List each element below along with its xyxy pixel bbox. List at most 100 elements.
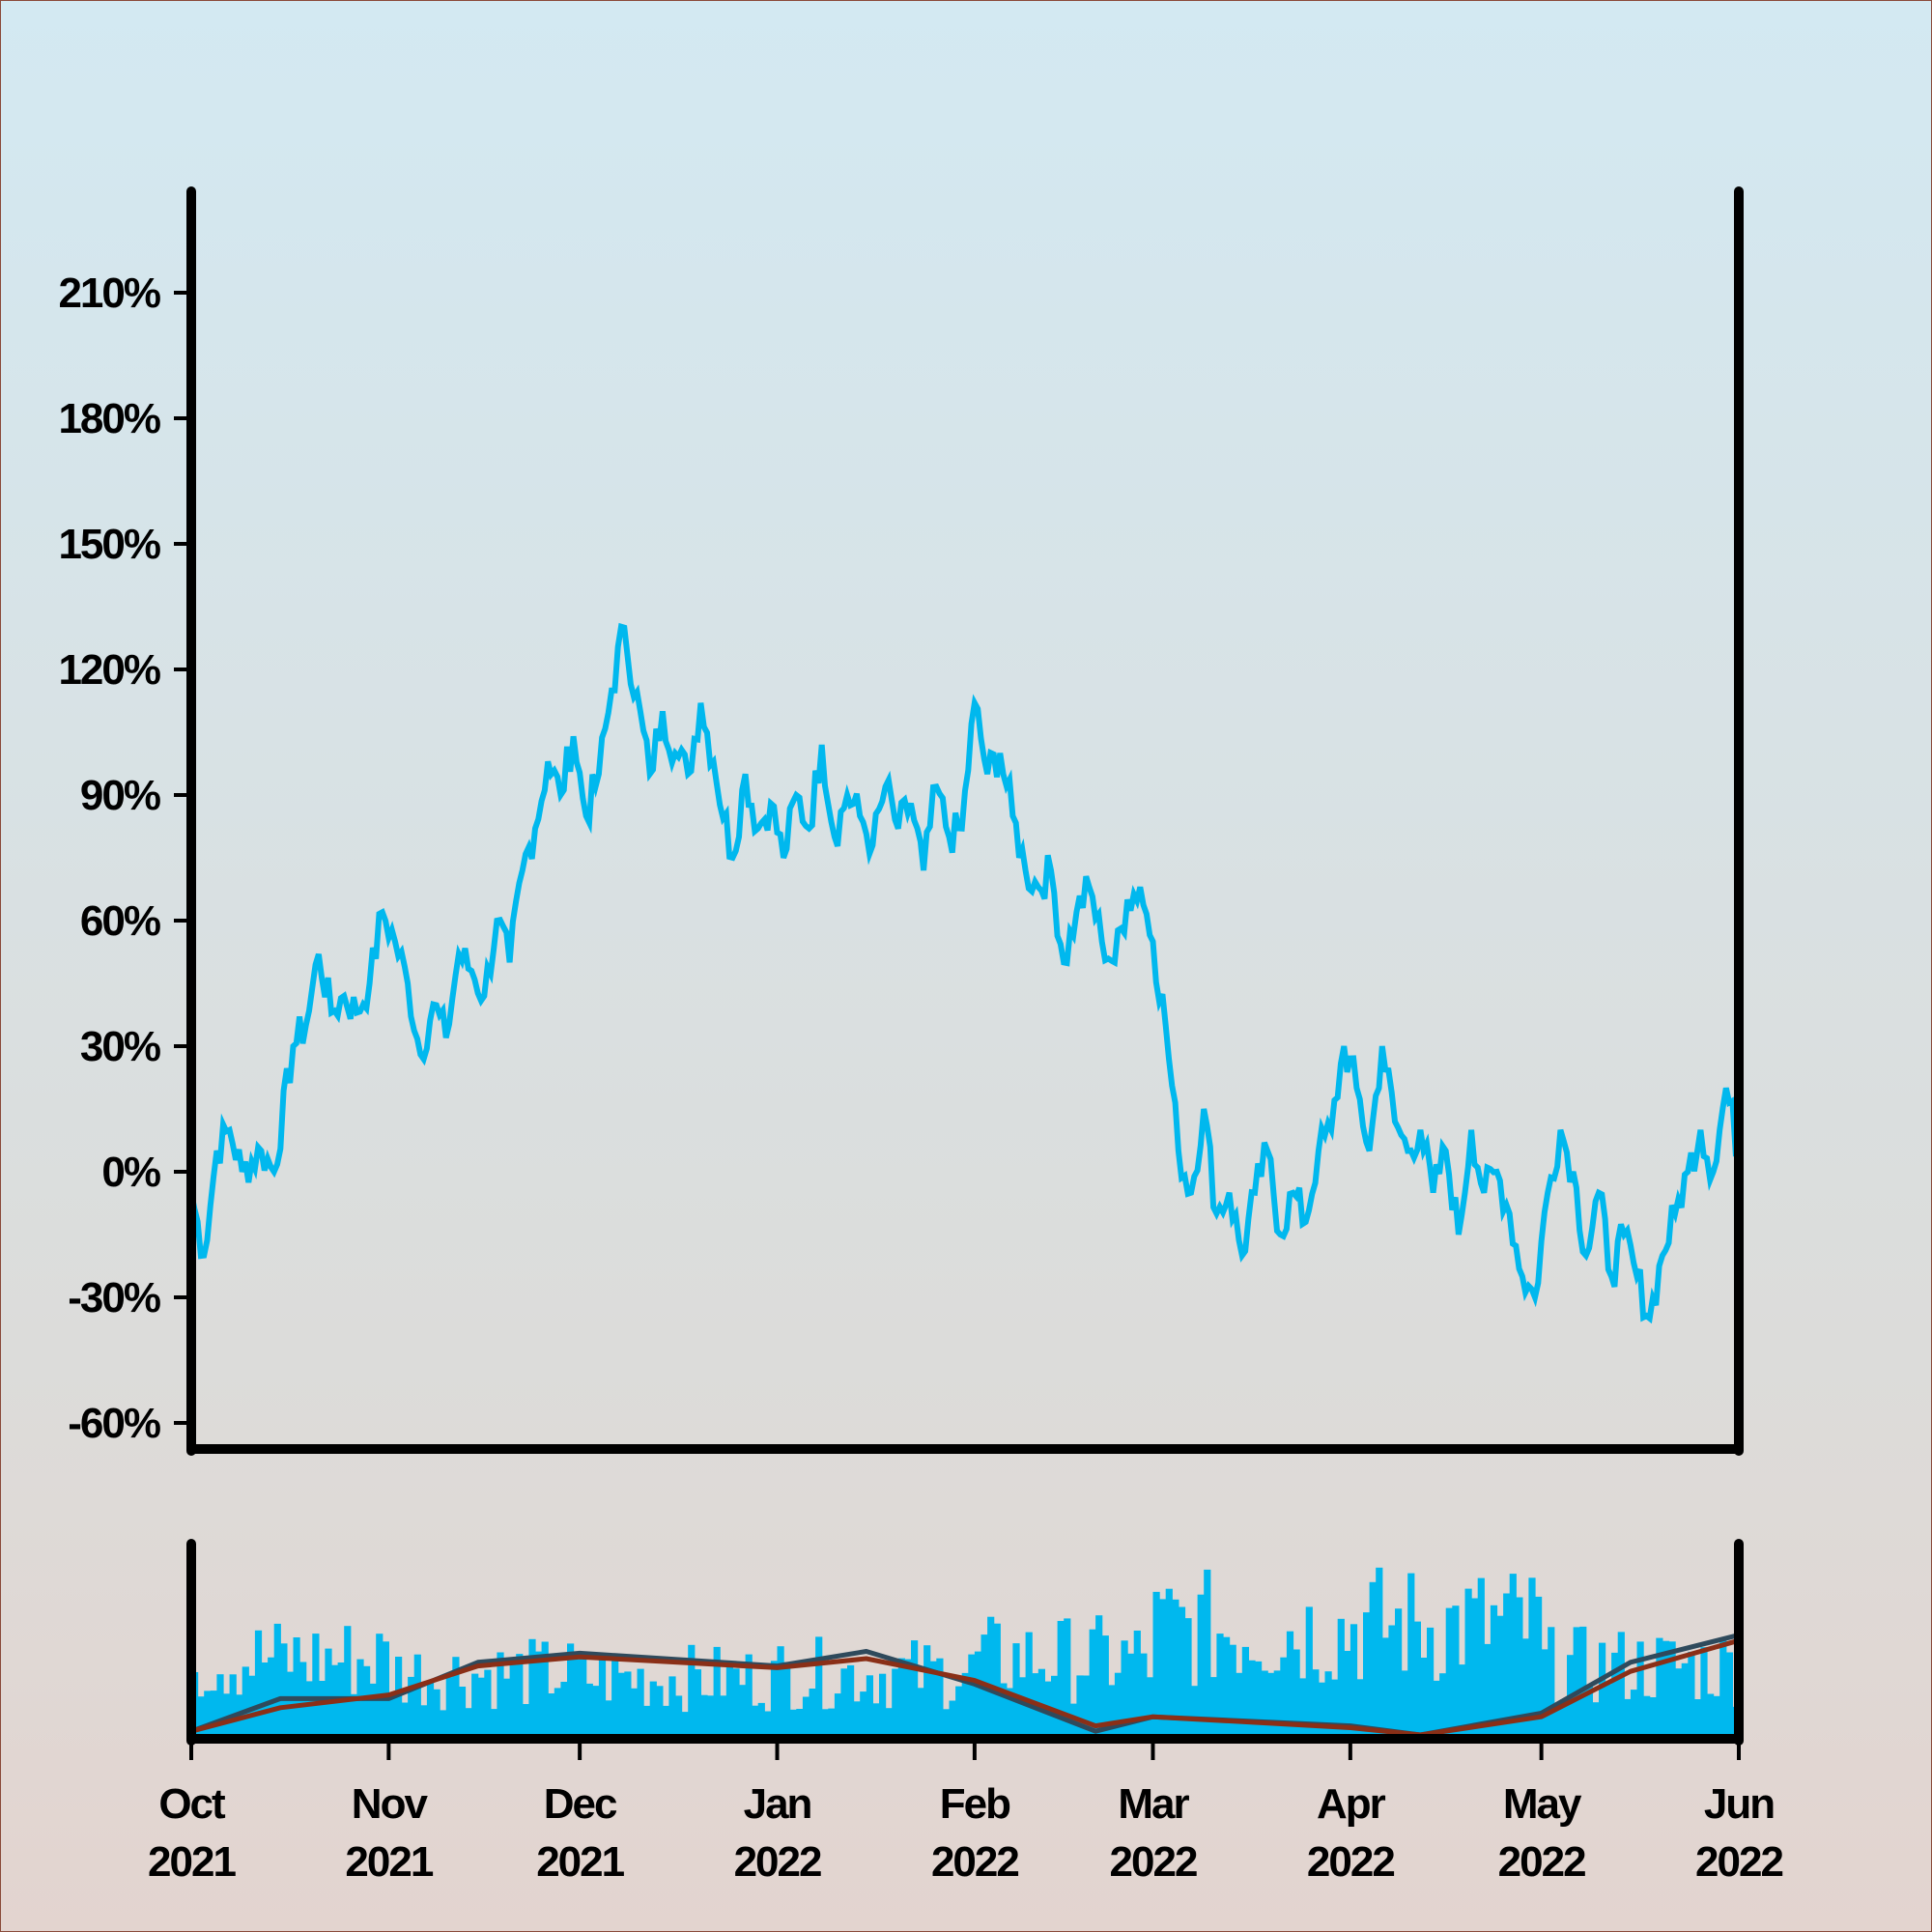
volume-bar — [580, 1652, 587, 1739]
volume-bar — [1273, 1670, 1281, 1739]
volume-bar — [1548, 1627, 1555, 1739]
volume-bar — [305, 1681, 313, 1739]
volume-bar — [1471, 1598, 1479, 1739]
volume-bar — [770, 1661, 779, 1739]
volume-bar — [1012, 1643, 1020, 1739]
volume-bar — [1369, 1581, 1377, 1739]
volume-bar — [1413, 1621, 1421, 1739]
volume-bar — [465, 1708, 472, 1739]
y-tick-label: -60% — [68, 1400, 160, 1447]
x-tick-month: Jun — [1704, 1780, 1774, 1828]
x-tick-year: 2021 — [345, 1838, 433, 1886]
volume-bar — [1337, 1618, 1345, 1739]
volume-bar — [1636, 1641, 1644, 1739]
volume-bar — [649, 1681, 657, 1739]
volume-bar — [1401, 1670, 1408, 1739]
volume-bar — [993, 1623, 1001, 1739]
volume-ma-long-line — [190, 1637, 1740, 1738]
volume-bar — [725, 1662, 733, 1739]
volume-bar — [1675, 1668, 1683, 1739]
x-tick-year: 2022 — [1110, 1838, 1197, 1886]
y-tick-label: 210% — [58, 270, 159, 317]
volume-bar — [739, 1685, 747, 1739]
main-panel: -60% -30% 0% 30% 60% 90% 120% 150% 180% 210% — [58, 186, 1744, 1456]
volume-bar — [942, 1709, 951, 1739]
volume-bar — [720, 1695, 727, 1739]
volume-bar — [1662, 1640, 1670, 1739]
volume-bar — [268, 1657, 275, 1739]
volume-bar — [1165, 1588, 1173, 1739]
volume-bar — [210, 1690, 217, 1739]
volume-bar — [216, 1674, 224, 1739]
volume-bar — [911, 1640, 919, 1739]
y-tick-label: 30% — [80, 1023, 160, 1070]
volume-bar — [1204, 1569, 1211, 1739]
volume-bar — [1159, 1599, 1167, 1739]
volume-bar — [764, 1711, 772, 1739]
volume-bar — [1229, 1644, 1236, 1739]
y-tick-label: 120% — [58, 646, 159, 694]
volume-bar — [254, 1630, 263, 1739]
volume-bar — [541, 1641, 549, 1739]
volume-bar — [1178, 1606, 1186, 1739]
volume-bar — [624, 1671, 632, 1739]
volume-bar — [471, 1673, 479, 1739]
volume-bar — [1236, 1672, 1243, 1739]
volume-bar — [197, 1696, 205, 1739]
volume-bar — [707, 1695, 715, 1739]
x-tick-month: Feb — [940, 1780, 1010, 1828]
volume-bar — [458, 1687, 467, 1739]
volume-bar — [280, 1643, 288, 1739]
volume-bar — [961, 1672, 969, 1739]
volume-bar — [408, 1676, 415, 1739]
volume-bar — [1617, 1632, 1625, 1739]
volume-bar — [1579, 1626, 1587, 1739]
volume-bar — [694, 1669, 701, 1739]
volume-bar — [1643, 1695, 1651, 1739]
volume-bar — [1216, 1634, 1224, 1739]
volume-bar — [528, 1638, 536, 1739]
volume-bar — [1267, 1672, 1275, 1739]
volume-bar — [445, 1677, 453, 1739]
volume-bar — [426, 1681, 435, 1739]
volume-bar — [929, 1661, 937, 1739]
volume-bar — [440, 1710, 447, 1739]
volume-bar — [1350, 1624, 1358, 1739]
x-tick-year: 2021 — [148, 1838, 236, 1886]
volume-bar — [1725, 1652, 1733, 1739]
volume-bar — [1184, 1618, 1192, 1739]
volume-bar — [1108, 1685, 1116, 1739]
volume-bar — [1197, 1594, 1205, 1739]
x-tick-year: 2022 — [931, 1838, 1018, 1886]
volume-bar — [1299, 1678, 1307, 1739]
volume-bar — [783, 1662, 791, 1739]
volume-bar — [1656, 1637, 1663, 1739]
volume-bar — [949, 1700, 956, 1739]
volume-bar — [1458, 1664, 1466, 1739]
volume-bar — [1541, 1649, 1548, 1739]
volume-bar — [713, 1646, 721, 1739]
volume-bar — [1649, 1697, 1657, 1739]
y-tick-label: -30% — [68, 1274, 160, 1321]
volume-bar — [1452, 1605, 1460, 1739]
volume-bar — [752, 1705, 759, 1739]
volume-bar — [388, 1695, 396, 1739]
volume-bar — [1280, 1657, 1288, 1739]
volume-bar — [668, 1676, 676, 1739]
volume-bar — [1509, 1574, 1517, 1739]
volume-bar — [987, 1616, 995, 1739]
volume-bar — [974, 1651, 982, 1739]
volume-bar — [777, 1646, 784, 1739]
volume-bar — [1095, 1615, 1103, 1739]
volume-bar — [522, 1704, 529, 1739]
volume-bar — [700, 1694, 708, 1739]
volume-bar — [1560, 1699, 1568, 1739]
volume-bar — [1191, 1686, 1199, 1739]
volume-bar — [796, 1709, 804, 1739]
volume-lines — [190, 1633, 1740, 1738]
volume-bar — [1133, 1631, 1141, 1739]
volume-bar — [637, 1668, 644, 1739]
volume-bar — [1464, 1588, 1472, 1739]
volume-bar — [821, 1709, 829, 1739]
